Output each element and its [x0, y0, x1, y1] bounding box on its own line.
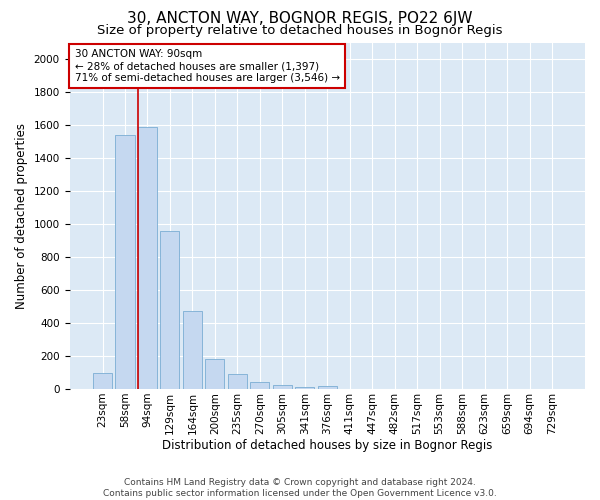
Text: 30, ANCTON WAY, BOGNOR REGIS, PO22 6JW: 30, ANCTON WAY, BOGNOR REGIS, PO22 6JW [127, 11, 473, 26]
Bar [228, 374, 247, 389]
Bar [138, 126, 157, 389]
Bar [250, 382, 269, 389]
Bar [93, 372, 112, 389]
Bar [295, 386, 314, 389]
Y-axis label: Number of detached properties: Number of detached properties [15, 123, 28, 309]
X-axis label: Distribution of detached houses by size in Bognor Regis: Distribution of detached houses by size … [162, 440, 493, 452]
Bar [160, 230, 179, 389]
Bar [115, 135, 134, 389]
Bar [273, 385, 292, 389]
Text: Contains HM Land Registry data © Crown copyright and database right 2024.
Contai: Contains HM Land Registry data © Crown c… [103, 478, 497, 498]
Text: 30 ANCTON WAY: 90sqm
← 28% of detached houses are smaller (1,397)
71% of semi-de: 30 ANCTON WAY: 90sqm ← 28% of detached h… [74, 50, 340, 82]
Bar [318, 386, 337, 389]
Bar [205, 360, 224, 389]
Text: Size of property relative to detached houses in Bognor Regis: Size of property relative to detached ho… [97, 24, 503, 37]
Bar [183, 312, 202, 389]
